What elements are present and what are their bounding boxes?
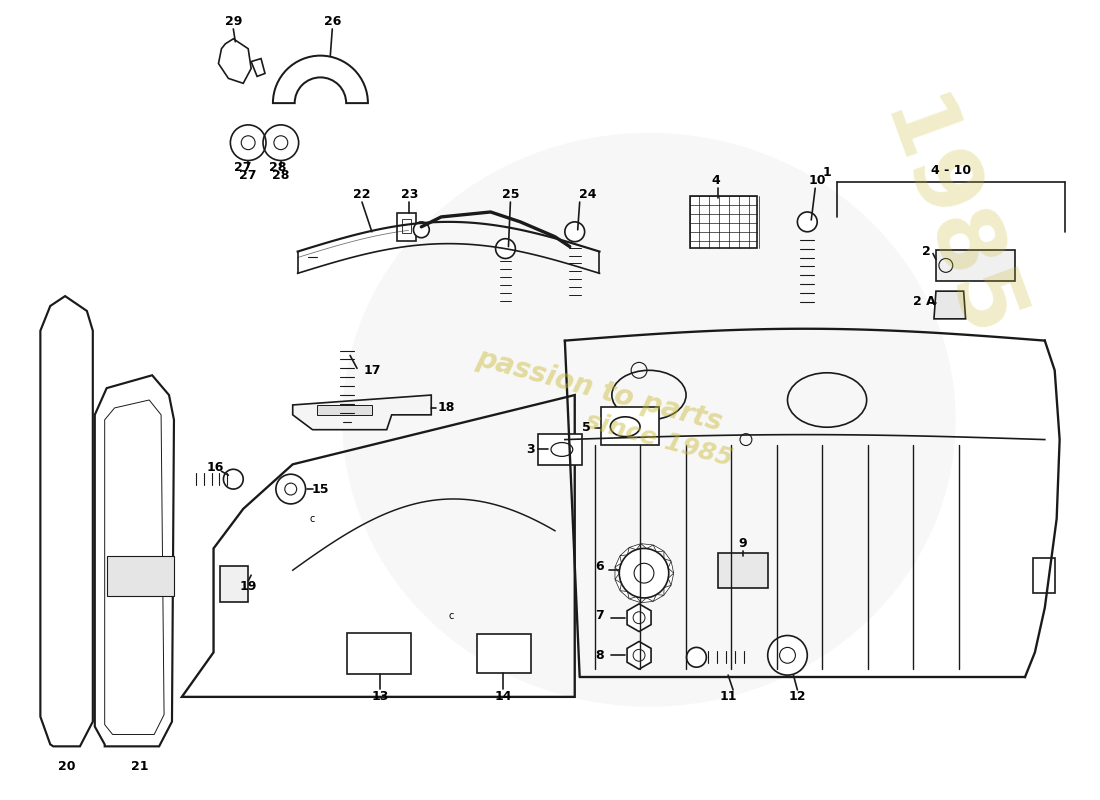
Text: 24: 24 (579, 188, 596, 201)
Circle shape (223, 470, 243, 489)
Text: 1: 1 (823, 166, 832, 179)
Circle shape (564, 222, 584, 242)
Bar (690, 196, 757, 248)
Text: 13: 13 (371, 690, 388, 703)
Circle shape (276, 474, 306, 504)
Text: 20: 20 (58, 760, 76, 773)
Text: 7: 7 (595, 610, 604, 622)
Text: since 1985: since 1985 (583, 409, 735, 470)
Text: 19: 19 (240, 579, 257, 593)
Circle shape (768, 635, 807, 675)
Text: 4 - 10: 4 - 10 (931, 164, 971, 177)
Polygon shape (615, 556, 622, 567)
Text: 8: 8 (595, 649, 604, 662)
Bar (718, 554, 768, 588)
Bar (538, 434, 582, 466)
Polygon shape (641, 598, 653, 602)
Ellipse shape (342, 133, 956, 706)
Polygon shape (934, 291, 966, 319)
Circle shape (414, 222, 429, 238)
Text: 16: 16 (207, 461, 224, 474)
Text: 26: 26 (323, 15, 341, 29)
Polygon shape (668, 561, 673, 573)
Text: 12: 12 (789, 690, 806, 703)
Text: passion to parts: passion to parts (473, 344, 726, 437)
Bar (397, 213, 417, 241)
Bar (1033, 558, 1055, 593)
Text: 3: 3 (526, 443, 535, 456)
Circle shape (798, 212, 817, 232)
Polygon shape (615, 567, 619, 579)
Text: 4: 4 (712, 174, 720, 187)
Circle shape (686, 647, 706, 667)
Text: 18: 18 (438, 402, 454, 414)
Text: 6: 6 (595, 560, 604, 573)
Text: 2 A: 2 A (913, 294, 935, 307)
Text: 28: 28 (270, 161, 287, 174)
Text: c: c (310, 514, 316, 524)
Text: c: c (449, 610, 453, 621)
Bar (220, 566, 249, 602)
Bar (107, 556, 174, 596)
Text: 15: 15 (311, 482, 329, 495)
Circle shape (619, 549, 669, 598)
Text: 25: 25 (502, 188, 519, 201)
Text: 27: 27 (240, 169, 257, 182)
Text: 17: 17 (363, 364, 381, 377)
Text: 1985: 1985 (861, 89, 1030, 355)
Polygon shape (664, 551, 671, 561)
Circle shape (496, 238, 516, 258)
Polygon shape (620, 547, 629, 556)
Bar (402, 219, 411, 233)
Polygon shape (620, 590, 629, 599)
Polygon shape (668, 573, 673, 586)
Text: 23: 23 (400, 188, 418, 201)
Polygon shape (615, 579, 622, 590)
Text: 21: 21 (131, 760, 149, 773)
Text: 9: 9 (739, 537, 747, 550)
Polygon shape (629, 544, 641, 550)
Text: 22: 22 (353, 188, 371, 201)
Polygon shape (653, 594, 664, 602)
Polygon shape (653, 545, 664, 552)
Text: 5: 5 (582, 422, 591, 434)
Polygon shape (629, 597, 641, 602)
Polygon shape (627, 604, 651, 631)
Text: 29: 29 (224, 15, 242, 29)
Bar (348, 633, 411, 674)
Polygon shape (627, 642, 651, 669)
Text: 2: 2 (922, 245, 931, 258)
Text: 28: 28 (272, 169, 289, 182)
Bar (476, 634, 531, 673)
Text: 27: 27 (234, 161, 252, 174)
Bar (936, 250, 1015, 282)
Polygon shape (293, 395, 431, 430)
Bar (602, 407, 659, 445)
Bar (318, 405, 372, 415)
Polygon shape (641, 544, 653, 549)
Polygon shape (664, 586, 671, 595)
Text: 11: 11 (719, 690, 737, 703)
Text: 10: 10 (808, 174, 826, 187)
Text: 14: 14 (495, 690, 513, 703)
